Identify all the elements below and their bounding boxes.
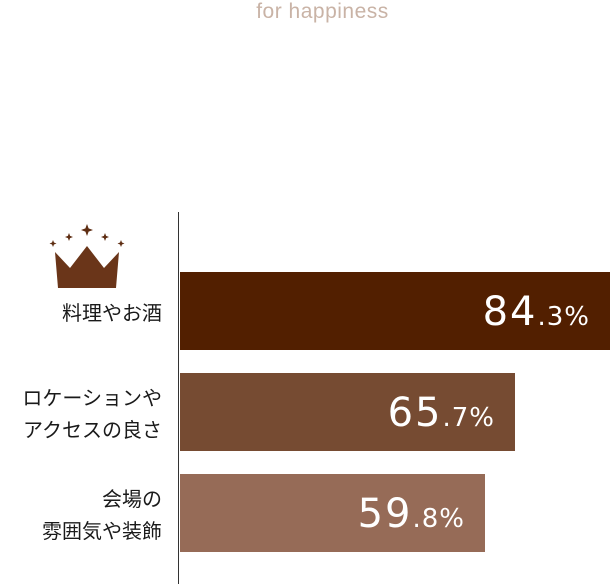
category-label-line: 料理やお酒	[62, 301, 162, 325]
bar-2: 65.7%	[180, 373, 515, 451]
category-label-line: 雰囲気や装飾	[42, 519, 162, 543]
category-label-1: 料理やお酒	[62, 297, 162, 329]
bar-1: 84.3%	[180, 272, 610, 350]
bar-value-decimal: .8%	[412, 504, 465, 534]
category-label-2: ロケーションや アクセスの良さ	[22, 382, 162, 446]
bar-value-integer: 59	[357, 491, 413, 537]
category-label-3: 会場の雰囲気や装飾	[42, 483, 162, 547]
category-label-line: ロケーションや	[22, 386, 162, 410]
category-label-line: 会場の	[102, 487, 162, 511]
bar-value-label: 59.8%	[358, 474, 465, 552]
bar-value-decimal: .3%	[537, 302, 590, 332]
tagline: for happiness	[256, 0, 389, 23]
bar-value-label: 65.7%	[388, 373, 495, 451]
y-axis-line	[178, 212, 179, 584]
bar-value-label: 84.3%	[483, 272, 590, 350]
bar-value-integer: 65	[387, 390, 443, 436]
bar-value-integer: 84	[482, 289, 538, 335]
crown-icon	[49, 224, 125, 288]
category-label-line: アクセスの良さ	[23, 418, 162, 442]
bar-value-decimal: .7%	[442, 403, 495, 433]
bar-3: 59.8%	[180, 474, 485, 552]
